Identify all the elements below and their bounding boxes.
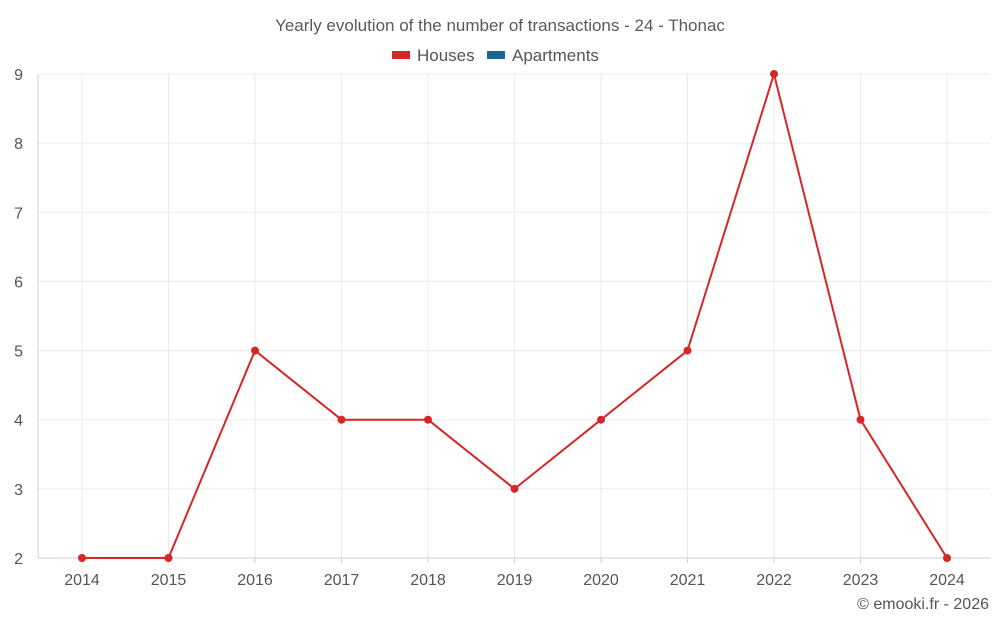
x-tick-label: 2019 <box>497 572 533 589</box>
legend: Houses Apartments <box>392 46 599 65</box>
y-tick-label: 8 <box>14 136 23 153</box>
x-tick-label: 2022 <box>756 572 792 589</box>
credit-text: © emooki.fr - 2026 <box>857 596 989 613</box>
legend-swatch-apartments[interactable] <box>487 51 505 59</box>
axes <box>37 74 990 563</box>
x-tick-label: 2017 <box>324 572 360 589</box>
grid <box>38 73 990 558</box>
data-point-houses-2022[interactable] <box>770 70 778 78</box>
y-tick-label: 5 <box>14 344 23 361</box>
x-tick-label: 2020 <box>583 572 619 589</box>
data-point-houses-2021[interactable] <box>683 346 692 355</box>
y-tick-label: 4 <box>14 413 23 430</box>
y-tick-label: 2 <box>14 551 23 568</box>
x-tick-label: 2014 <box>64 572 100 589</box>
x-tick-label: 2023 <box>843 572 879 589</box>
series-houses <box>78 70 951 562</box>
data-point-houses-2014[interactable] <box>78 554 86 562</box>
y-tick-label: 7 <box>14 205 23 222</box>
x-tick-label: 2021 <box>670 572 706 589</box>
legend-swatch-houses[interactable] <box>392 51 410 59</box>
x-tick-label: 2016 <box>237 572 273 589</box>
data-point-houses-2020[interactable] <box>597 415 605 424</box>
data-point-houses-2024[interactable] <box>943 554 951 562</box>
chart-title: Yearly evolution of the number of transa… <box>275 16 725 35</box>
data-point-houses-2017[interactable] <box>337 415 346 424</box>
x-tick-label: 2024 <box>929 572 965 589</box>
y-tick-label: 3 <box>14 482 23 499</box>
data-point-houses-2016[interactable] <box>251 346 259 355</box>
legend-label-houses[interactable]: Houses <box>417 46 475 65</box>
data-point-houses-2018[interactable] <box>424 415 432 424</box>
x-tick-label: 2015 <box>151 572 187 589</box>
x-tick-label: 2018 <box>410 572 446 589</box>
y-tick-label: 9 <box>14 67 23 84</box>
data-point-houses-2019[interactable] <box>510 484 519 493</box>
y-axis-ticks: 2 3 4 5 6 7 8 9 <box>14 67 23 568</box>
x-axis-ticks: 2014 2015 2016 2017 2018 2019 2020 2021 2022 2023… <box>64 572 965 589</box>
data-point-houses-2023[interactable] <box>856 415 865 424</box>
y-tick-label: 6 <box>14 274 23 291</box>
data-point-houses-2015[interactable] <box>164 554 173 562</box>
legend-label-apartments[interactable]: Apartments <box>512 46 599 65</box>
